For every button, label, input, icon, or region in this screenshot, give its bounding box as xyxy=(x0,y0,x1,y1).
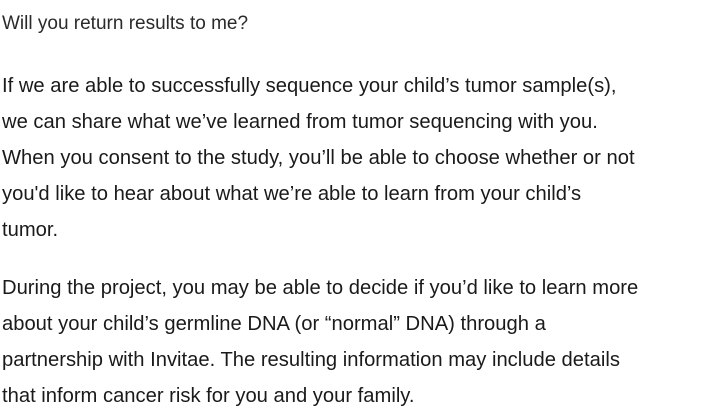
answer-line: tumor. xyxy=(2,219,59,241)
answer-line: During the project, you may be able to d… xyxy=(2,277,639,299)
answer-paragraph-tumor-results: If we are able to successfully sequence … xyxy=(2,68,635,248)
answer-line: partnership with Invitae. The resulting … xyxy=(2,349,620,371)
answer-line: we can share what we’ve learned from tum… xyxy=(2,111,598,133)
faq-question: Will you return results to me? xyxy=(2,13,249,34)
answer-line: about your child’s germline DNA (or “nor… xyxy=(2,313,546,335)
answer-paragraph-germline-dna: During the project, you may be able to d… xyxy=(2,270,638,414)
answer-line: you'd like to hear about what we’re able… xyxy=(2,183,582,205)
answer-line: When you consent to the study, you’ll be… xyxy=(2,147,635,169)
answer-line: that inform cancer risk for you and your… xyxy=(2,385,415,407)
answer-line: If we are able to successfully sequence … xyxy=(2,75,617,97)
